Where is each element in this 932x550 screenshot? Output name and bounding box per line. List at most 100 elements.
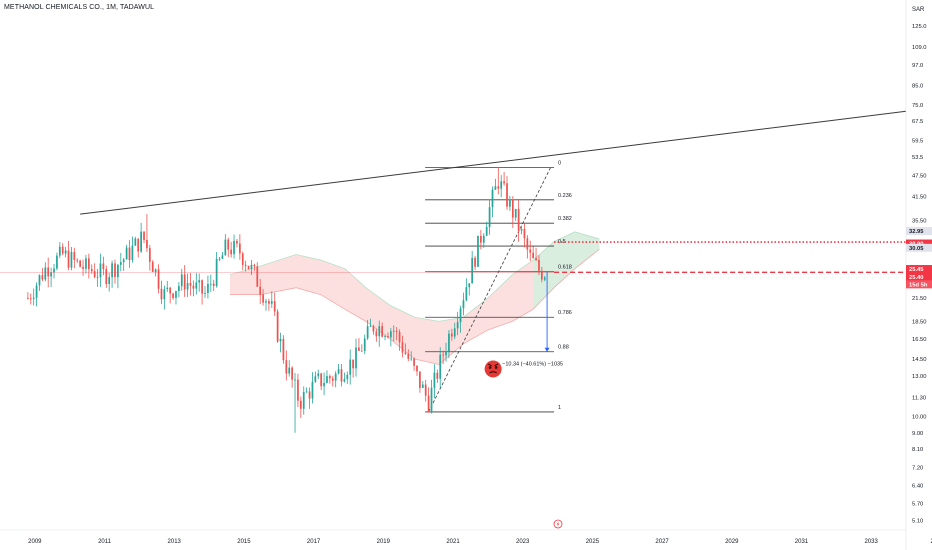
price-tag [906, 243, 932, 252]
candle-body [346, 374, 349, 380]
candle-body [76, 259, 79, 261]
candle-body [416, 365, 418, 372]
candle-body [276, 311, 279, 342]
y-tick-label: 21.50 [912, 296, 927, 302]
candle-body [538, 260, 540, 271]
candle-body [204, 293, 206, 294]
candle-body [160, 288, 163, 300]
candle-body [500, 181, 503, 189]
candle-body [337, 369, 340, 374]
candle-body [419, 371, 421, 388]
candle-body [221, 255, 224, 259]
candle-body [497, 186, 500, 189]
candle-body [407, 353, 410, 359]
candle-body [363, 338, 366, 351]
y-tick-label: 10.00 [912, 414, 927, 420]
candle-body [450, 333, 453, 337]
candle-body [108, 277, 111, 284]
candle-body [381, 326, 384, 337]
candle-body [375, 331, 378, 337]
candle-body [244, 264, 247, 266]
candle-body [291, 367, 293, 380]
cloud-line-b [229, 248, 600, 365]
candle-body [119, 262, 122, 265]
candle-body [456, 322, 459, 329]
candle-body [387, 336, 389, 338]
candle-body [445, 351, 447, 356]
candle-body [433, 372, 436, 388]
x-tick-label: 2023 [516, 539, 530, 545]
y-tick-label: 14.50 [912, 357, 927, 363]
candle-body [64, 250, 67, 254]
candle-body [227, 239, 230, 250]
candle-body [117, 264, 119, 278]
y-tick-label: 85.0 [912, 84, 923, 90]
candle-body [256, 266, 259, 287]
candle-body [270, 301, 273, 304]
candle-body [209, 283, 212, 285]
candle-body [540, 270, 543, 280]
candle-body [212, 283, 215, 286]
candle-body [314, 376, 317, 382]
candle-body [186, 283, 189, 290]
trendline [80, 110, 907, 215]
angry-face-icon [484, 360, 502, 378]
y-tick-label: 5.70 [912, 501, 923, 507]
candle-body [384, 336, 386, 337]
candle-body [529, 249, 532, 253]
candle-body [462, 300, 465, 309]
price-tag [906, 227, 932, 236]
candle-body [294, 379, 296, 381]
candle-body [56, 255, 58, 269]
price-tag [906, 239, 932, 248]
candle-body [523, 229, 526, 239]
fib-level-label: 0.236 [558, 193, 572, 199]
candle-body [334, 373, 337, 381]
candle-body [154, 269, 157, 273]
y-tick-label: 53.5 [912, 155, 923, 161]
candle-body [178, 286, 180, 292]
candle-body [436, 372, 439, 379]
candle-body [352, 359, 354, 369]
price-tag-label: 25.40 [909, 275, 924, 281]
x-tick-label: 2021 [446, 539, 460, 545]
candle-body [105, 269, 108, 284]
candle-body [96, 276, 99, 278]
candle-body [128, 247, 131, 261]
candle-body [459, 308, 462, 323]
candle-body [465, 287, 468, 301]
fib-diagonal [428, 167, 551, 413]
candle-body [448, 333, 450, 352]
candle-body [131, 245, 134, 261]
y-tick-label: 13.00 [912, 374, 927, 380]
candle-body [247, 265, 250, 269]
price-tag [906, 280, 932, 289]
y-tick-label: 16.50 [912, 337, 927, 343]
ichimoku-cloud-bullish [533, 231, 600, 310]
candle-body [297, 379, 299, 401]
candle-body [273, 301, 276, 312]
candle-body [125, 247, 128, 260]
candle-body [207, 283, 209, 294]
y-tick-label: 47.50 [912, 174, 927, 180]
candle-body [329, 376, 331, 379]
candle-body [238, 243, 241, 254]
angry-face-eye [488, 366, 492, 369]
candle-body [430, 387, 433, 413]
candle-body [355, 347, 357, 369]
candle-body [70, 252, 73, 268]
y-tick-label: 67.5 [912, 119, 923, 125]
candle-body [29, 298, 32, 300]
candle-body [53, 268, 55, 273]
candle-body [360, 350, 363, 352]
ichimoku-cloud [229, 231, 600, 365]
candle-body [517, 208, 520, 231]
angry-face-brow [494, 363, 499, 367]
price-tag [906, 272, 932, 281]
y-tick-label: 75.0 [912, 103, 923, 109]
candle-body [166, 287, 169, 290]
y-tick-label: 8.10 [912, 447, 923, 453]
y-tick-label: 35.50 [912, 219, 927, 225]
candle-body [320, 373, 323, 387]
